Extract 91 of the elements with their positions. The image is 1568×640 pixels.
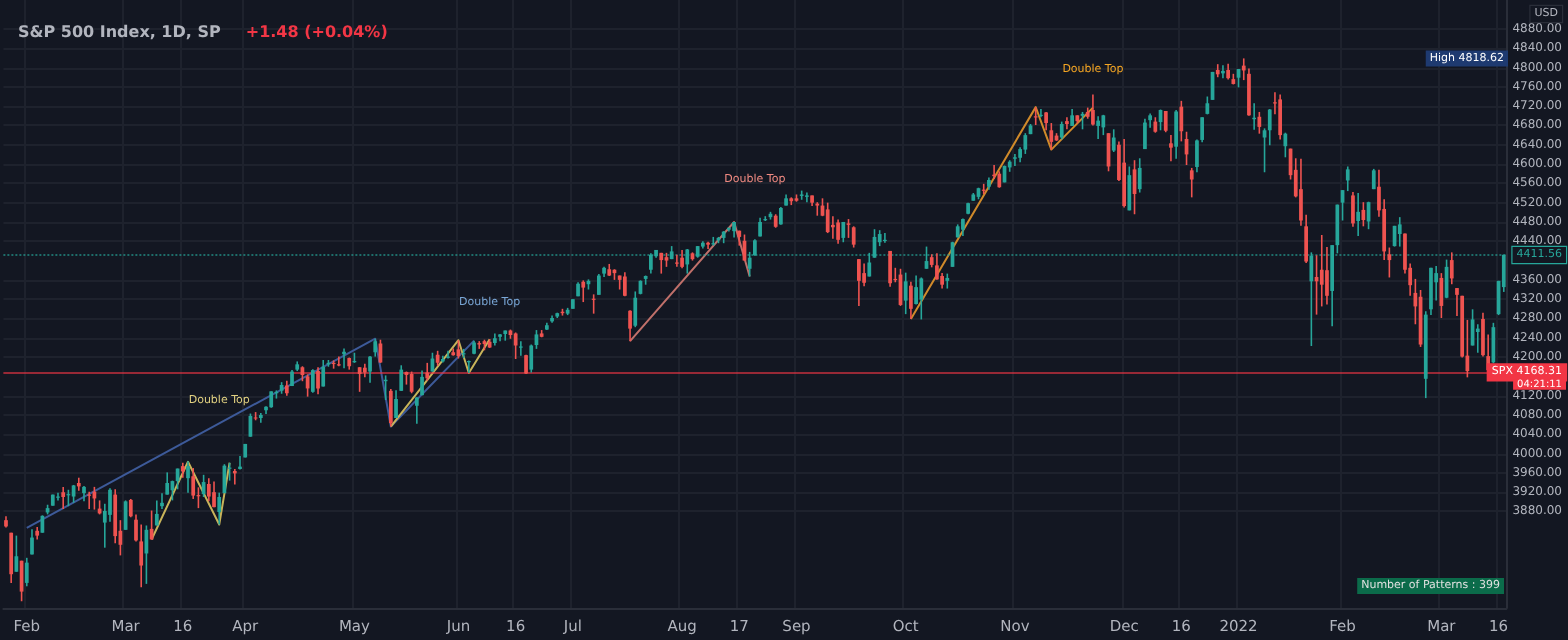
candlestick — [420, 369, 424, 396]
candlestick — [56, 491, 60, 502]
candlestick — [1361, 201, 1366, 228]
candlestick — [711, 236, 716, 247]
candlestick — [1049, 122, 1054, 151]
candlestick — [1475, 323, 1480, 354]
candlestick — [1351, 191, 1355, 228]
candlestick — [1330, 244, 1335, 327]
candlestick — [1356, 192, 1361, 237]
candlestick — [513, 331, 518, 360]
candlestick — [425, 362, 430, 382]
candlestick — [336, 355, 341, 368]
candlestick — [1257, 111, 1262, 135]
candlestick — [596, 273, 601, 296]
candlestick — [1091, 93, 1095, 127]
candlestick — [1434, 265, 1439, 302]
candlestick — [258, 412, 263, 424]
candlestick — [1449, 251, 1454, 286]
candlestick — [649, 252, 653, 275]
candlestick — [1283, 131, 1288, 159]
candlestick — [1319, 234, 1324, 308]
candlestick — [466, 359, 471, 374]
candlestick — [1127, 165, 1132, 212]
candlestick — [357, 366, 362, 393]
candlestick — [310, 368, 315, 394]
candlestick — [446, 350, 450, 360]
candlestick — [805, 191, 809, 203]
candlestick — [30, 528, 34, 556]
candlestick — [628, 309, 632, 342]
candlestick — [518, 340, 523, 357]
text: S&P 500 Index, 1D, SP — [18, 23, 221, 41]
candlestick — [675, 253, 679, 268]
candlestick — [1278, 93, 1283, 141]
line-series — [25, 337, 476, 529]
candlestick — [1174, 109, 1179, 160]
candlestick — [388, 388, 393, 428]
candlestick — [909, 281, 913, 320]
candlestick — [1397, 216, 1402, 248]
candlestick — [903, 271, 908, 315]
candlestick — [24, 557, 29, 588]
candlestick — [1039, 108, 1043, 119]
candlestick — [1033, 106, 1038, 126]
candlestick — [815, 201, 820, 217]
candlestick — [581, 279, 586, 303]
candlestick — [1439, 272, 1444, 319]
candlestick — [763, 215, 768, 222]
candlestick — [1111, 128, 1116, 153]
candlestick — [919, 276, 924, 321]
candlestick — [935, 252, 939, 281]
candlestick — [1023, 132, 1028, 155]
candlestick — [883, 232, 887, 244]
candlestick — [1122, 138, 1126, 209]
candlestick — [846, 218, 851, 239]
candlestick — [1013, 153, 1017, 167]
candlestick — [76, 476, 81, 492]
candlestick — [191, 467, 196, 500]
candlestick — [217, 491, 222, 526]
candlestick — [154, 499, 159, 527]
candlestick — [836, 218, 840, 245]
candlestick — [857, 258, 861, 307]
candlestick — [622, 271, 627, 298]
candlestick — [1169, 134, 1173, 162]
candlestick — [316, 366, 320, 396]
candlestick — [206, 477, 211, 503]
candlestick — [981, 183, 986, 195]
candlestick — [685, 248, 690, 275]
candlestick — [1143, 117, 1147, 150]
line-series — [909, 106, 1094, 320]
candlestick — [1189, 167, 1194, 199]
candlestick — [591, 293, 596, 315]
candlestick — [399, 364, 404, 392]
candlestick — [851, 225, 856, 249]
line-series — [150, 460, 231, 541]
candlestick — [414, 396, 419, 425]
candlestick — [888, 250, 892, 288]
candlestick — [9, 531, 14, 584]
text: +1.48 (+0.04%) — [245, 23, 388, 41]
candlestick — [87, 490, 92, 510]
candlestick — [680, 249, 684, 270]
candlestick — [321, 359, 326, 388]
candlestick — [477, 340, 482, 350]
line-series — [389, 338, 491, 428]
candlestick — [212, 480, 216, 508]
candlestick — [825, 201, 830, 234]
candlestick — [1137, 157, 1142, 194]
candlestick — [186, 460, 190, 494]
candlestick — [409, 370, 414, 395]
candlestick — [1096, 115, 1100, 140]
candlestick — [1065, 116, 1069, 131]
candlestick — [61, 486, 66, 510]
candlestick — [1309, 251, 1314, 347]
